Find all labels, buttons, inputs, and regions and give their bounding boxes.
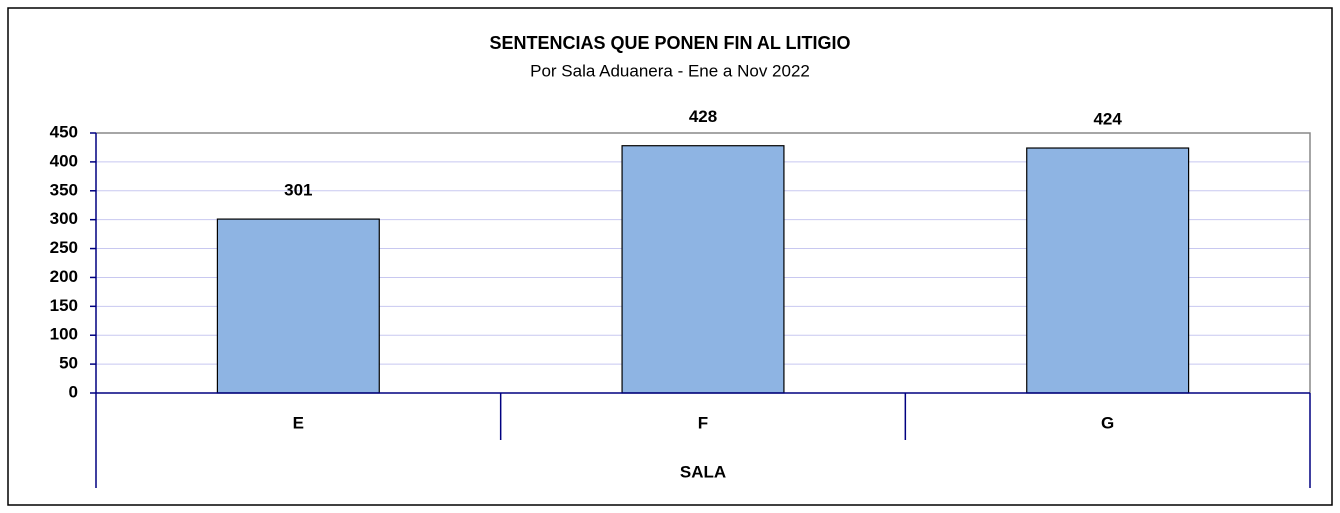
x-tick-label: G — [1101, 413, 1114, 432]
x-tick-label: E — [293, 413, 304, 432]
data-label: 424 — [1093, 110, 1122, 129]
y-tick-label: 200 — [50, 267, 78, 286]
y-tick-label: 250 — [50, 238, 78, 257]
x-tick-label: F — [698, 413, 708, 432]
y-tick-label: 400 — [50, 151, 78, 170]
data-label: 428 — [689, 107, 717, 126]
y-tick-label: 300 — [50, 209, 78, 228]
y-tick-label: 150 — [50, 296, 78, 315]
plot-border — [96, 132, 1311, 393]
y-tick-label: 0 — [69, 382, 78, 401]
y-tick-label: 100 — [50, 325, 78, 344]
y-tick-label: 50 — [59, 354, 78, 373]
bar — [216, 218, 380, 394]
y-tick-label: 450 — [50, 122, 78, 141]
data-label: 301 — [284, 181, 312, 200]
bar — [1026, 147, 1190, 394]
chart-subtitle: Por Sala Aduanera - Ene a Nov 2022 — [530, 61, 810, 80]
bar — [621, 145, 785, 394]
chart-title: SENTENCIAS QUE PONEN FIN AL LITIGIO — [489, 33, 850, 53]
y-tick-label: 350 — [50, 180, 78, 199]
x-axis-label: SALA — [680, 462, 726, 481]
